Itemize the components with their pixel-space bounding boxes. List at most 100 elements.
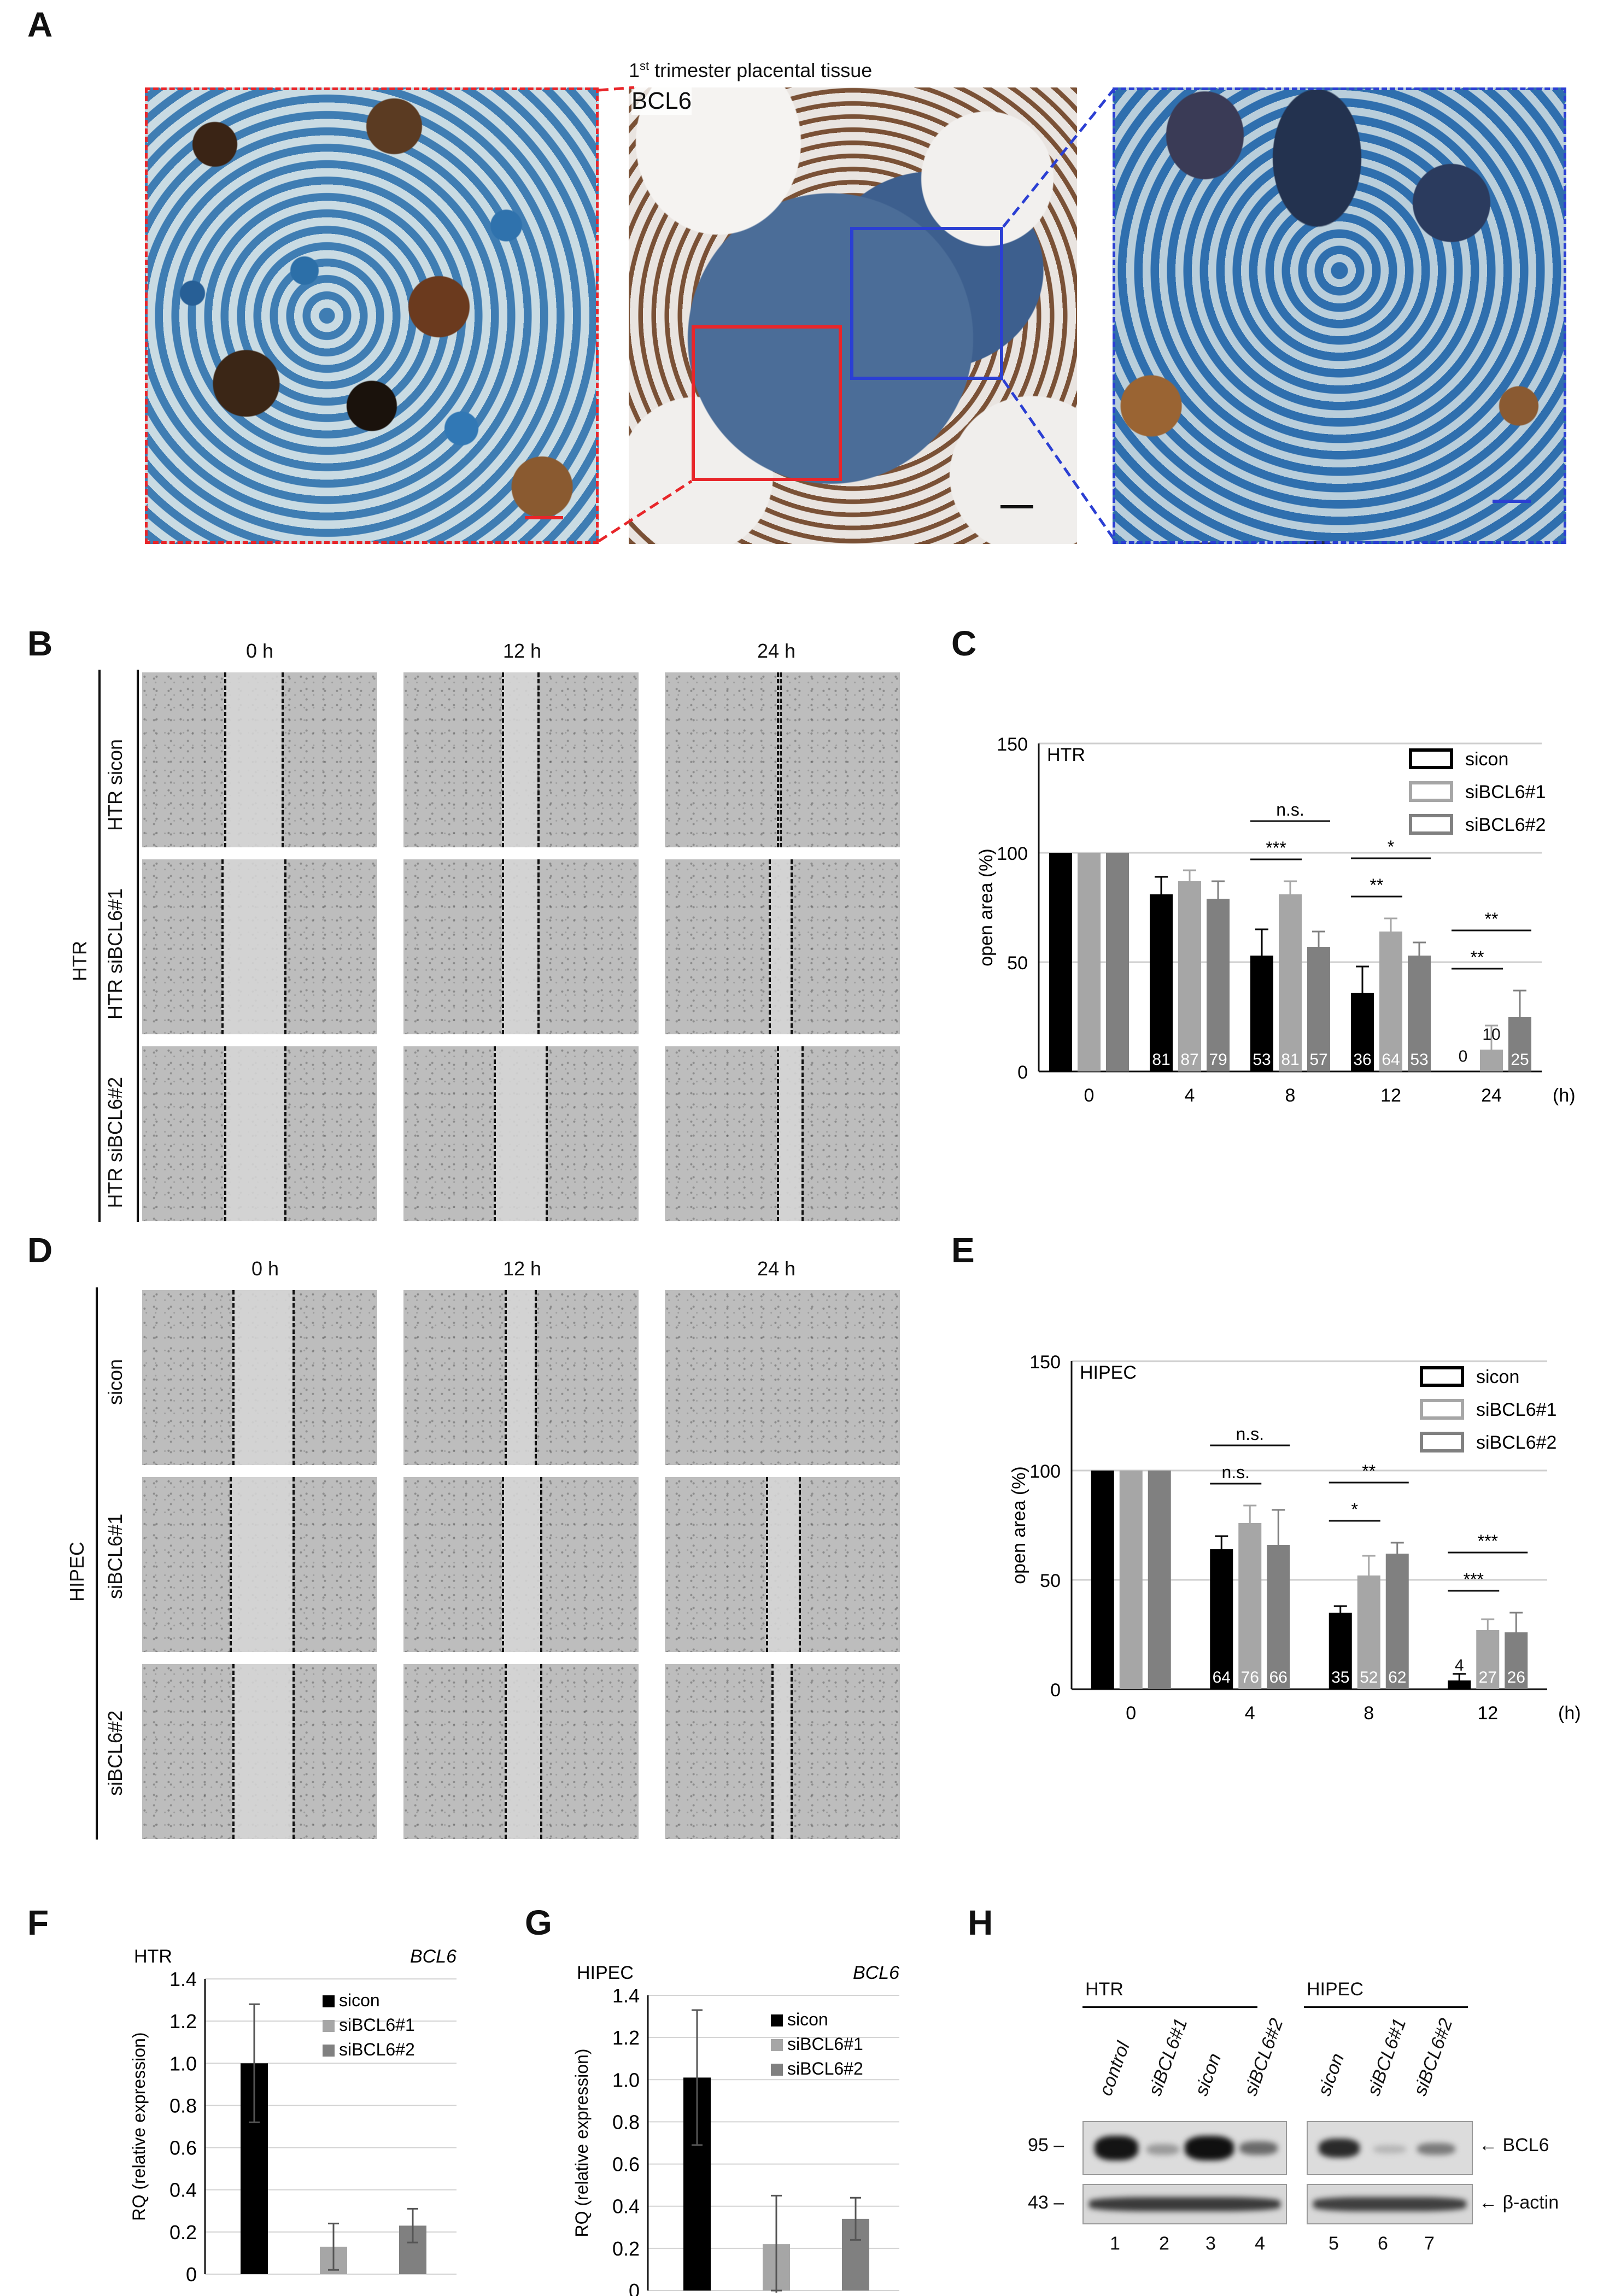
scratch-micrograph [665, 1046, 900, 1221]
band-label-bcl6: ← BCL6 [1479, 2135, 1549, 2156]
legend-swatch [1409, 748, 1453, 769]
blot-actin-hipec [1307, 2184, 1473, 2224]
lane-number: 6 [1378, 2233, 1388, 2254]
row-label: sicon [104, 1358, 126, 1405]
y-tick-label: 0 [629, 2280, 640, 2296]
blot-group-hipec: HIPEC [1307, 1979, 1363, 2000]
legend-label: sicon [339, 1990, 380, 2010]
y-tick-label: 1.0 [169, 2052, 197, 2075]
y-tick-label: 50 [1007, 953, 1028, 974]
bar [1119, 1471, 1143, 1689]
bar [1049, 853, 1072, 1071]
x-unit-label: (h) [1558, 1703, 1581, 1724]
y-tick-label: 150 [997, 734, 1028, 755]
blot-bcl6-hipec [1307, 2121, 1473, 2175]
y-tick-label: 0.2 [612, 2238, 640, 2260]
x-tick-label: 4 [1185, 1085, 1195, 1106]
legend-label: siBCL6#1 [1465, 782, 1546, 803]
lane-label: siBCL6#1 [1144, 2016, 1192, 2099]
value-label: 0 [1459, 1047, 1468, 1065]
zoom-connectors [598, 86, 1117, 543]
panel-label-e: E [951, 1231, 975, 1270]
bar [1379, 932, 1402, 1071]
scratch-micrograph [403, 1477, 639, 1652]
gene-label: BCL6 [410, 1946, 457, 1967]
legend-swatch [771, 2014, 783, 2026]
stain-label: BCL6 [631, 87, 692, 115]
panel-label-g: G [525, 1903, 552, 1942]
lane-label: siBCL6#2 [1240, 2016, 1288, 2099]
bar [1448, 1680, 1471, 1689]
x-tick-label: 24 [1481, 1085, 1502, 1106]
legend-label: siBCL6#2 [339, 2040, 415, 2059]
x-tick-label: 12 [1380, 1085, 1401, 1106]
scratch-micrograph [403, 859, 639, 1034]
legend-label: siBCL6#2 [787, 2059, 863, 2078]
scratch-micrograph [403, 1664, 639, 1839]
legend-swatch [1409, 781, 1453, 802]
row-label: siBCL6#2 [104, 1710, 126, 1796]
significance-label: n.s. [1276, 800, 1304, 819]
value-label: 35 [1331, 1668, 1349, 1686]
y-tick-label: 100 [1029, 1461, 1061, 1482]
legend-label: sicon [1476, 1367, 1519, 1387]
chart-inner-label: HTR [134, 1946, 172, 1967]
scratch-micrograph [403, 1290, 639, 1465]
legend-label: siBCL6#1 [787, 2034, 863, 2054]
lane-label: siBCL6#2 [1409, 2016, 1457, 2099]
scale-bar [1000, 505, 1033, 508]
lane-number: 1 [1110, 2233, 1120, 2254]
bar [1480, 1050, 1503, 1071]
y-tick-label: 0 [1050, 1680, 1061, 1701]
significance-label: ** [1471, 947, 1484, 967]
x-tick-label: 8 [1363, 1703, 1374, 1724]
bar [1150, 894, 1173, 1071]
lane-label: sicon [1191, 2051, 1226, 2099]
legend-swatch [323, 2045, 335, 2057]
legend-swatch [1420, 1432, 1464, 1452]
legend-swatch [771, 2064, 783, 2076]
blot-bcl6-htr [1082, 2121, 1287, 2175]
panel-label-f: F [27, 1903, 49, 1942]
legend-swatch [323, 1995, 335, 2007]
mw-marker-95: 95 – [1028, 2135, 1064, 2156]
gene-label: BCL6 [853, 1963, 899, 1983]
value-label: 87 [1180, 1051, 1198, 1069]
value-label: 4 [1455, 1656, 1464, 1674]
panel-a-title: 1st trimester placental tissue [629, 59, 873, 81]
zoom-box-blue [850, 227, 1003, 380]
row-label: HTR siBCL6#2 [104, 1076, 126, 1208]
lane-number: 2 [1159, 2233, 1169, 2254]
scratch-micrograph [665, 1290, 900, 1465]
x-tick-label: 12 [1477, 1703, 1498, 1724]
y-tick-label: 1.4 [612, 1984, 640, 2007]
significance-label: ** [1362, 1461, 1376, 1481]
y-tick-label: 1.0 [612, 2069, 640, 2091]
tissue-zoom-right [1113, 87, 1566, 544]
significance-label: ** [1370, 875, 1384, 895]
legend-label: sicon [1465, 749, 1508, 770]
bar [1307, 947, 1330, 1071]
lane-label: sicon [1314, 2051, 1349, 2099]
bar [1238, 1523, 1262, 1689]
legend-label: siBCL6#1 [339, 2015, 415, 2035]
significance-label: n.s. [1221, 1462, 1250, 1482]
value-label: 66 [1269, 1668, 1288, 1686]
y-tick-label: 0.8 [169, 2094, 197, 2117]
significance-label: ** [1485, 909, 1499, 929]
scratch-micrograph [142, 859, 377, 1034]
y-axis-label: open area (%) [976, 848, 997, 966]
significance-label: *** [1478, 1531, 1498, 1551]
y-axis-label: open area (%) [1009, 1466, 1029, 1584]
value-label: 36 [1353, 1051, 1371, 1069]
bar [1351, 993, 1374, 1071]
legend-swatch [1420, 1366, 1464, 1387]
scratch-micrograph [142, 1477, 377, 1652]
bar [1250, 956, 1273, 1071]
value-label: 79 [1209, 1051, 1227, 1069]
y-axis-label: RQ (relative expression) [572, 2049, 592, 2238]
scratch-micrograph [142, 1664, 377, 1839]
group-bracket [98, 670, 101, 1222]
scratch-micrograph [665, 859, 900, 1034]
panel-label-h: H [968, 1903, 993, 1942]
